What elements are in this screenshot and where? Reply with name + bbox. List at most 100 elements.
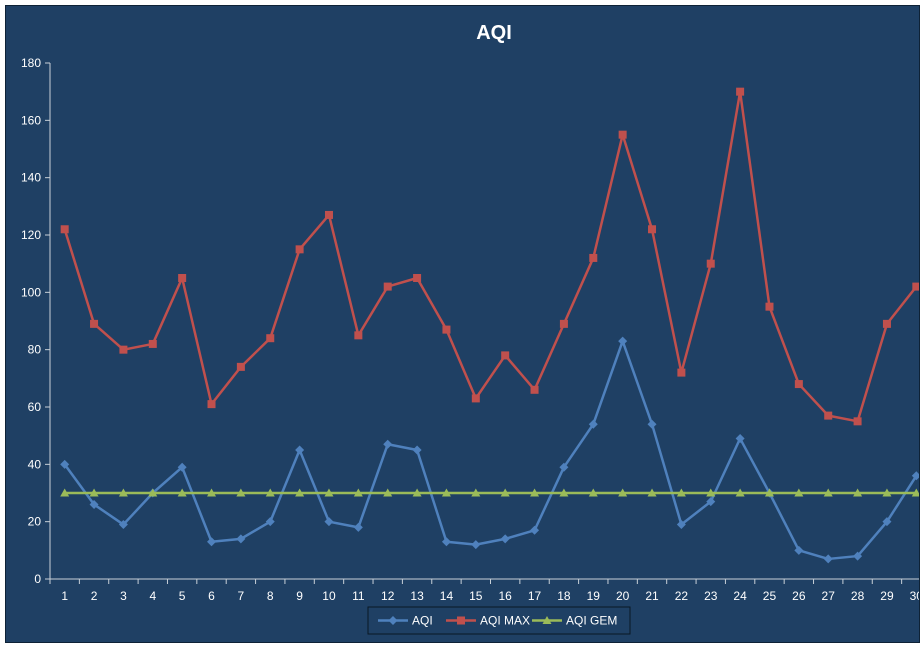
x-tick-label: 24 <box>733 589 747 603</box>
x-tick-label: 17 <box>528 589 542 603</box>
data-point <box>236 534 246 544</box>
legend-swatch-marker <box>542 616 552 624</box>
data-point <box>441 488 451 497</box>
series-aqi-gem <box>60 488 919 497</box>
data-point <box>706 488 716 497</box>
y-tick-label: 160 <box>21 113 41 127</box>
data-point <box>530 488 540 497</box>
x-tick-label: 19 <box>587 589 601 603</box>
data-point <box>559 488 569 497</box>
data-point <box>706 259 715 268</box>
x-tick-label: 10 <box>322 589 336 603</box>
y-tick-label: 80 <box>28 343 42 357</box>
data-point <box>148 488 158 497</box>
data-point <box>383 282 392 291</box>
series-line <box>63 90 918 423</box>
x-tick-label: 21 <box>645 589 659 603</box>
legend-item: AQI MAX <box>446 614 530 628</box>
data-point <box>89 488 99 497</box>
data-point <box>324 488 334 497</box>
series-line <box>63 339 918 561</box>
data-point <box>853 488 863 497</box>
data-point <box>266 334 275 343</box>
data-point <box>236 362 245 371</box>
data-point <box>794 488 804 497</box>
data-point <box>501 351 510 360</box>
data-point <box>559 462 569 472</box>
data-point <box>706 497 716 507</box>
x-tick-label: 1 <box>61 589 68 603</box>
x-tick-label: 13 <box>410 589 424 603</box>
x-tick-label: 2 <box>91 589 98 603</box>
data-point <box>823 488 833 497</box>
series-layer <box>60 87 919 564</box>
data-point <box>647 488 657 497</box>
data-point <box>794 545 804 555</box>
chart-area: AQI 0 20 40 60 80 100 120 140 160 180 1 2 3 4 5 6 7 8 9 10 1… <box>5 5 920 643</box>
data-point <box>178 274 187 282</box>
data-point <box>90 319 99 328</box>
y-tick-label: 20 <box>28 515 42 529</box>
data-point <box>882 517 892 527</box>
x-tick-label: 12 <box>381 589 395 603</box>
data-point <box>677 368 686 377</box>
y-tick-label: 0 <box>34 572 41 586</box>
x-tick-label: 7 <box>238 589 245 603</box>
x-tick-label: 26 <box>792 589 806 603</box>
data-point <box>794 380 803 389</box>
data-point <box>588 419 598 429</box>
y-tick-label: 120 <box>21 228 41 242</box>
legend-label: AQI MAX <box>480 614 530 628</box>
legend-swatch-marker <box>388 616 398 625</box>
data-point <box>207 537 217 547</box>
y-tick-label: 60 <box>28 400 42 414</box>
data-point <box>441 537 451 547</box>
x-tick-label: 18 <box>557 589 571 603</box>
x-tick-label: 6 <box>208 589 215 603</box>
x-tick-label: 29 <box>880 589 894 603</box>
data-point <box>530 385 539 394</box>
x-tick-label: 15 <box>469 589 483 603</box>
y-tick-label: 40 <box>28 457 42 471</box>
x-tick-label: 28 <box>851 589 865 603</box>
data-point <box>882 488 892 497</box>
data-point <box>735 434 745 444</box>
x-tick-label: 27 <box>822 589 836 603</box>
data-point <box>60 488 70 497</box>
legend-label: AQI GEM <box>566 614 617 628</box>
data-point <box>588 488 598 497</box>
data-point <box>295 245 304 254</box>
data-point <box>911 488 919 497</box>
x-tick-label: 30 <box>910 589 920 603</box>
data-point <box>295 445 305 455</box>
data-point <box>765 302 774 311</box>
x-tick-label: 25 <box>763 589 777 603</box>
data-point <box>471 540 481 550</box>
data-point <box>882 319 891 328</box>
data-point <box>736 87 745 96</box>
data-point <box>823 554 833 564</box>
data-point <box>912 282 919 291</box>
data-point <box>559 319 568 328</box>
data-point <box>89 499 99 509</box>
data-point <box>177 462 187 472</box>
data-point <box>119 345 128 354</box>
data-point <box>383 439 393 449</box>
data-point <box>413 274 422 282</box>
data-point <box>412 488 422 497</box>
data-point <box>530 525 540 535</box>
x-tick-label: 4 <box>149 589 156 603</box>
data-point <box>295 488 305 497</box>
data-point <box>500 488 510 497</box>
data-point <box>324 517 334 527</box>
legend-item: AQI <box>378 614 433 628</box>
legend-item: AQI GEM <box>532 614 617 628</box>
legend-box <box>367 606 631 635</box>
data-point <box>824 411 833 420</box>
y-tick-label: 100 <box>21 285 41 299</box>
data-point <box>471 488 481 497</box>
data-point <box>354 331 363 340</box>
data-point <box>383 488 393 497</box>
data-point <box>618 130 627 139</box>
